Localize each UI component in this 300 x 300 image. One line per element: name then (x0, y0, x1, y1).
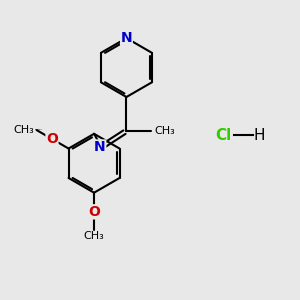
Text: Cl: Cl (215, 128, 232, 143)
Text: N: N (94, 140, 106, 154)
Text: methoxy: methoxy (37, 129, 43, 130)
Text: CH₃: CH₃ (154, 126, 175, 136)
Text: N: N (121, 31, 132, 45)
Text: O: O (46, 132, 58, 146)
Text: CH₃: CH₃ (13, 125, 34, 135)
Text: O: O (88, 205, 100, 219)
Text: methoxy: methoxy (35, 129, 41, 130)
Text: CH₃: CH₃ (84, 231, 104, 241)
Text: H: H (253, 128, 265, 143)
